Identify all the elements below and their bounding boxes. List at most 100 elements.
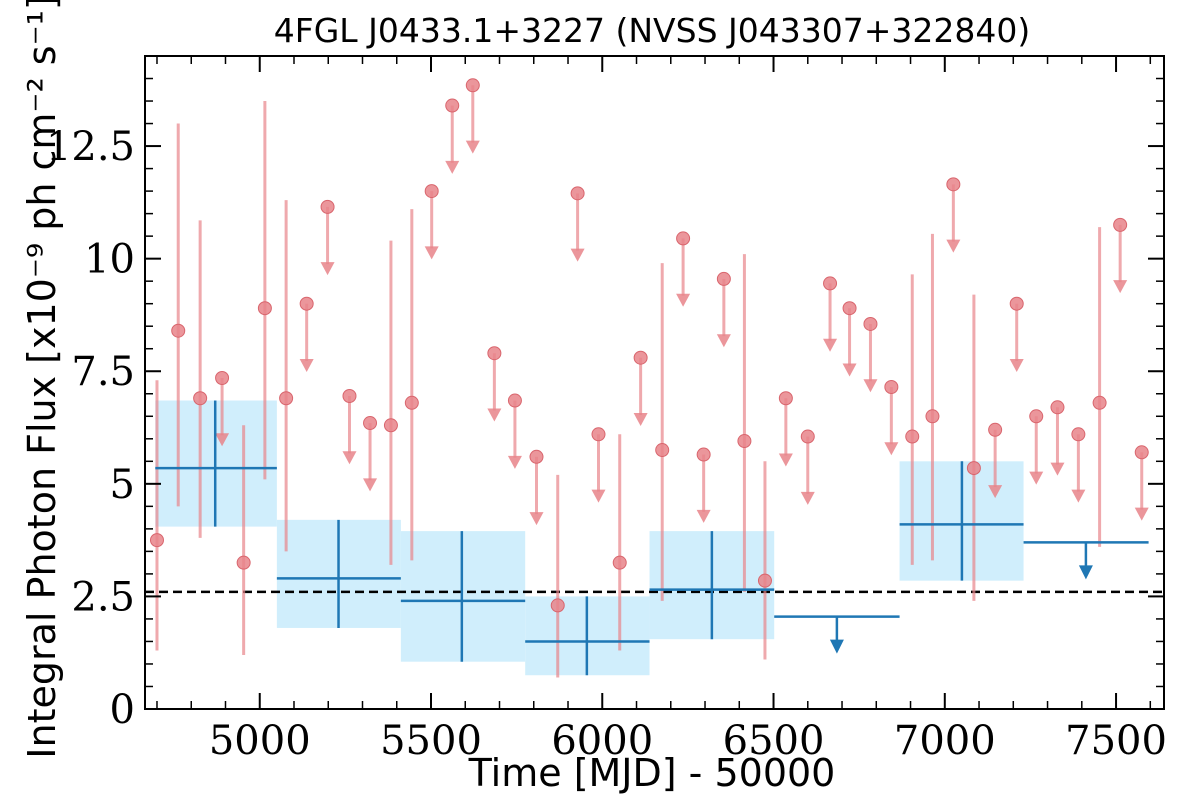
short-bin-upper-limit-arrow-15	[696, 509, 711, 523]
short-bin-upper-limit-arrow-17	[778, 453, 793, 467]
short-bin-point-3	[236, 555, 251, 570]
short-bin-upper-limit-arrow-1	[299, 358, 314, 372]
plot-frame	[144, 55, 1165, 710]
short-bin-upper-limit-arrow-10	[529, 512, 544, 526]
y-tick-label-4: 10	[84, 237, 135, 283]
short-bin-upper-limit-arrow-21	[863, 379, 878, 393]
short-bin-upper-limit-arrow-24	[988, 485, 1003, 499]
short-bin-upper-limit-point-8	[487, 346, 502, 361]
short-bin-point-4	[257, 301, 272, 316]
y-tick-label-1: 2.5	[71, 574, 135, 620]
short-bin-upper-limit-point-26	[1029, 409, 1044, 424]
short-bin-upper-limit-point-18	[800, 429, 815, 444]
short-bin-upper-limit-point-27	[1050, 400, 1065, 415]
short-bin-upper-limit-point-16	[716, 271, 731, 286]
y-tick-label-2: 5	[110, 462, 135, 508]
y-axis-ticks: 0 2.5 5 7.5 10 12.5	[46, 55, 1164, 733]
short-bin-point-10	[655, 443, 670, 458]
short-bin-upper-limit-arrow-9	[507, 455, 522, 469]
short-bin-upper-limit-point-1	[299, 296, 314, 311]
short-bin-upper-limit-point-24	[988, 422, 1003, 437]
long-bin-layer	[155, 400, 1149, 676]
short-bin-upper-limit-arrow-12	[591, 489, 606, 503]
short-bin-point-2	[193, 391, 208, 406]
short-bin-upper-limit-arrow-19	[823, 338, 838, 352]
x-tick-label-5: 7500	[1065, 718, 1167, 764]
short-bin-point-15	[966, 461, 981, 476]
x-axis-label: Time [MJD] - 50000	[468, 751, 836, 795]
short-bin-upper-limit-point-21	[863, 316, 878, 331]
x-tick-label-2: 6000	[551, 718, 653, 764]
short-bin-upper-limit-point-11	[570, 186, 585, 201]
x-tick-label-3: 6500	[723, 718, 825, 764]
short-bin-point-7	[404, 395, 419, 410]
short-bin-upper-limit-arrow-2	[320, 262, 335, 276]
short-bin-upper-limit-arrow-29	[1113, 280, 1128, 294]
short-bin-point-5	[279, 391, 294, 406]
short-bin-upper-limit-point-6	[445, 98, 460, 113]
short-bin-upper-limit-arrow-4	[363, 478, 378, 492]
short-bin-upper-limit-point-9	[507, 393, 522, 408]
short-bin-upper-limit-arrow-16	[716, 334, 731, 348]
long-bin-upper-limit-arrow-0	[829, 639, 844, 654]
short-bin-point-11	[737, 434, 752, 449]
short-bin-upper-limit-point-4	[363, 416, 378, 431]
short-bin-upper-limit-point-0	[215, 370, 230, 385]
short-bin-point-16	[1092, 395, 1107, 410]
short-bin-upper-limit-arrow-0	[215, 433, 230, 447]
short-bin-upper-limit-arrow-13	[633, 413, 648, 427]
short-bin-upper-limit-point-19	[823, 276, 838, 291]
short-bin-upper-limit-arrow-28	[1071, 489, 1086, 503]
short-bin-layer	[149, 78, 1149, 678]
short-bin-upper-limit-arrow-30	[1134, 507, 1149, 521]
short-bin-upper-limit-arrow-14	[676, 293, 691, 307]
short-bin-point-0	[149, 533, 164, 548]
short-bin-upper-limit-arrow-6	[445, 160, 460, 174]
short-bin-upper-limit-arrow-25	[1009, 358, 1024, 372]
short-bin-upper-limit-point-14	[676, 231, 691, 246]
short-bin-upper-limit-point-3	[342, 389, 357, 404]
y-tick-label-5: 12.5	[46, 124, 135, 170]
short-bin-upper-limit-point-12	[591, 427, 606, 442]
x-axis-ticks: 5000 5500 6000 6500 7000 7500	[156, 56, 1167, 764]
x-tick-label-1: 5500	[380, 718, 482, 764]
short-bin-point-6	[383, 418, 398, 433]
short-bin-upper-limit-arrow-11	[570, 248, 585, 262]
short-bin-upper-limit-point-29	[1113, 217, 1128, 232]
short-bin-upper-limit-point-25	[1009, 296, 1024, 311]
short-bin-upper-limit-point-5	[424, 184, 439, 199]
short-bin-upper-limit-arrow-5	[424, 246, 439, 260]
short-bin-upper-limit-arrow-18	[800, 491, 815, 505]
short-bin-upper-limit-point-13	[633, 350, 648, 365]
y-axis-label: Integral Photon Flux [x10⁻⁹ ph cm⁻² s⁻¹]	[20, 0, 64, 759]
short-bin-upper-limit-point-30	[1134, 445, 1149, 460]
short-bin-point-9	[612, 555, 627, 570]
short-bin-point-13	[905, 429, 920, 444]
axes-frame	[144, 55, 1165, 710]
long-bin-upper-limit-arrow-1	[1078, 565, 1093, 580]
short-bin-upper-limit-point-10	[529, 449, 544, 464]
short-bin-upper-limit-arrow-26	[1029, 471, 1044, 485]
short-bin-upper-limit-point-20	[842, 301, 857, 316]
short-bin-upper-limit-point-15	[696, 447, 711, 462]
short-bin-upper-limit-point-2	[320, 199, 335, 214]
x-tick-label-0: 5000	[209, 718, 311, 764]
short-bin-upper-limit-point-7	[465, 78, 480, 93]
y-tick-label-3: 7.5	[71, 349, 135, 395]
short-bin-upper-limit-arrow-23	[946, 239, 961, 253]
short-bin-point-1	[171, 323, 186, 338]
short-bin-point-14	[925, 409, 940, 424]
y-tick-label-0: 0	[110, 687, 135, 733]
short-bin-upper-limit-arrow-20	[842, 363, 857, 377]
x-tick-label-4: 7000	[894, 718, 996, 764]
short-bin-upper-limit-arrow-3	[342, 451, 357, 465]
short-bin-upper-limit-point-28	[1071, 427, 1086, 442]
chart-title: 4FGL J0433.1+3227 (NVSS J043307+322840)	[274, 11, 1030, 50]
short-bin-upper-limit-point-23	[946, 177, 961, 192]
short-bin-upper-limit-arrow-27	[1050, 462, 1065, 476]
short-bin-upper-limit-arrow-7	[465, 140, 480, 154]
short-bin-upper-limit-point-17	[778, 391, 793, 406]
short-bin-upper-limit-point-22	[884, 380, 899, 395]
short-bin-upper-limit-arrow-22	[884, 442, 899, 456]
